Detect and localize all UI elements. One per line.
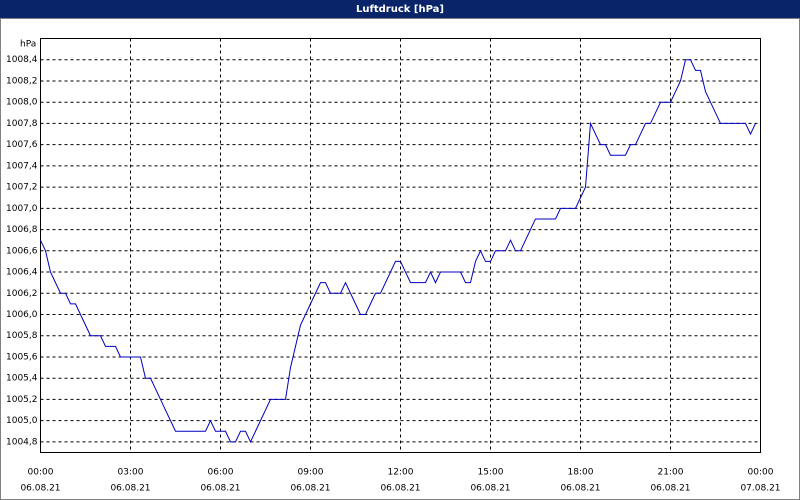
y-tick-label: 1005,8 [6,331,38,341]
y-tick-label: 1004,8 [6,437,38,447]
y-tick-label: 1005,6 [6,352,38,362]
y-tick-label: 1006,0 [6,310,38,320]
x-tick-label: 21:00 [658,468,684,478]
x-tick-label: 00:00 [748,468,774,478]
data-line [40,59,756,444]
x-tick-label: 06:00 [208,468,234,478]
x-tick-label: 12:00 [388,468,414,478]
title-bar [0,0,800,18]
y-tick-label: 1008,0 [6,98,38,108]
x-tick-date: 06.08.21 [470,484,510,494]
x-tick-date: 07.08.21 [740,484,780,494]
x-tick-label: 03:00 [118,468,144,478]
y-tick-label: 1005,4 [6,374,38,384]
x-tick-label: 00:00 [28,468,54,478]
y-tick-label: 1008,2 [6,76,38,86]
y-tick-label: 1006,2 [6,289,38,299]
x-tick-date: 06.08.21 [650,484,690,494]
y-axis-label: hPa [20,40,36,50]
y-tick-label: 1005,0 [6,416,38,426]
y-tick-label: 1006,8 [6,225,38,235]
y-tick-label: 1007,0 [6,204,38,214]
x-tick-date: 06.08.21 [20,484,60,494]
x-tick-date: 06.08.21 [200,484,240,494]
x-tick-label: 15:00 [478,468,504,478]
x-tick-date: 06.08.21 [560,484,600,494]
y-tick-label: 1006,6 [6,246,38,256]
y-tick-label: 1005,2 [6,395,38,405]
x-tick-date: 06.08.21 [110,484,150,494]
y-tick-label: 1007,8 [6,119,38,129]
x-tick-label: 18:00 [568,468,594,478]
y-tick-label: 1007,6 [6,140,38,150]
chart-title: Luftdruck [hPa] [356,4,444,15]
x-tick-date: 06.08.21 [290,484,330,494]
y-tick-label: 1007,4 [6,161,38,171]
y-tick-label: 1006,4 [6,268,38,278]
y-tick-label: 1007,2 [6,183,38,193]
x-tick-date: 06.08.21 [380,484,420,494]
y-tick-label: 1008,4 [6,55,38,65]
x-tick-label: 09:00 [298,468,324,478]
